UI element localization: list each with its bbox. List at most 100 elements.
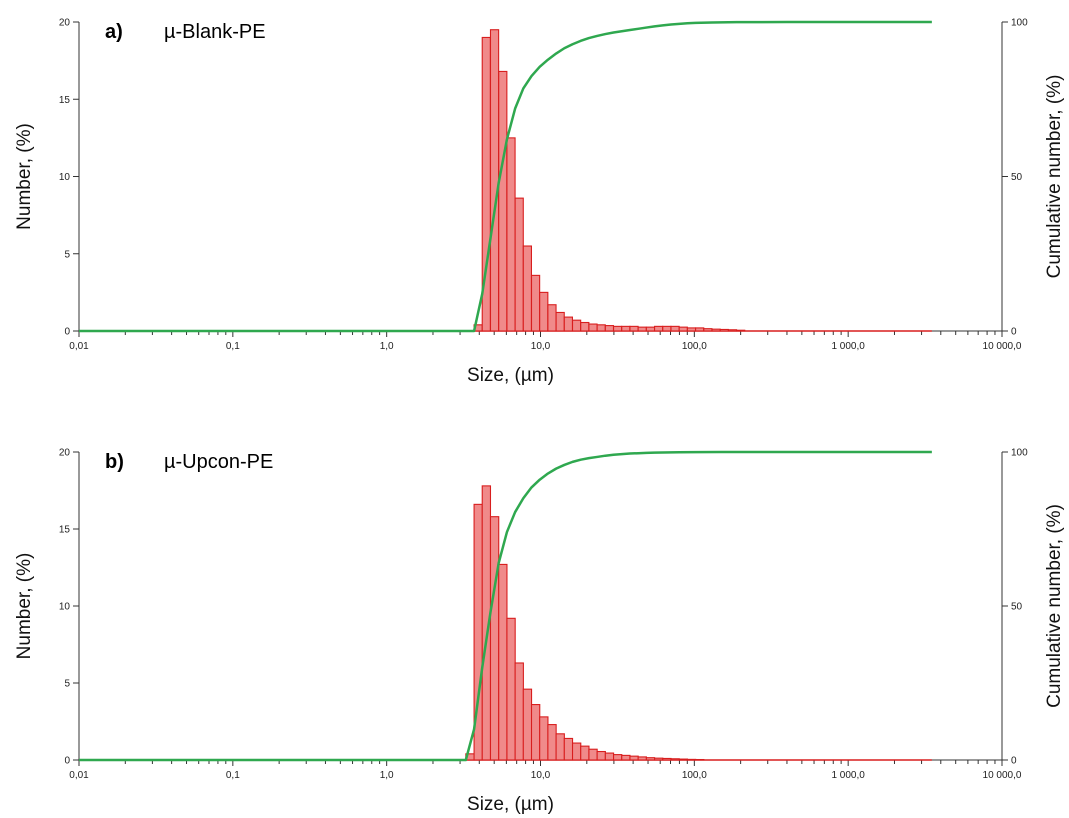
x-tick-label: 0,01 — [69, 341, 89, 352]
histogram-bar — [629, 755, 639, 761]
histogram-bar — [612, 325, 623, 332]
histogram-bar — [539, 716, 549, 761]
histogram-bar — [662, 325, 672, 332]
histogram-bar — [645, 326, 656, 332]
cumulative-line — [79, 450, 932, 762]
histogram-bar — [678, 758, 688, 761]
x-tick-label: 10,0 — [531, 341, 551, 352]
y-left-tick-label: 10 — [59, 172, 71, 183]
histogram-bar — [686, 327, 697, 332]
histogram-bar — [555, 311, 565, 332]
histogram-bar — [522, 245, 532, 332]
histogram-bar — [621, 754, 631, 761]
histogram-bar — [563, 737, 574, 761]
y-right-tick-label: 50 — [1011, 602, 1023, 613]
x-tick-label: 1 000,0 — [831, 770, 865, 781]
histogram-bar — [530, 704, 541, 761]
histogram-bar — [654, 325, 664, 332]
y-right-axis-title: Cumulative number, (%) — [1044, 75, 1065, 279]
histogram-bar — [506, 137, 516, 332]
histogram-bar — [580, 321, 590, 332]
histogram-bar — [588, 748, 598, 761]
y-left-tick-label: 5 — [64, 679, 70, 690]
x-axis-title: Size, (µm) — [467, 794, 554, 815]
y-left-tick-label: 20 — [59, 18, 71, 29]
histogram-bar — [571, 319, 582, 332]
histogram-bar — [678, 326, 688, 332]
histogram-bar — [695, 327, 705, 332]
y-left-axis-title: Number, (%) — [14, 123, 35, 230]
panel-title: µ-Upcon-PE — [164, 451, 273, 473]
x-tick-label: 10 000,0 — [983, 341, 1022, 352]
x-tick-label: 0,1 — [226, 770, 240, 781]
histogram-bar — [489, 516, 500, 761]
x-tick-label: 1,0 — [380, 770, 394, 781]
histogram-bar — [719, 328, 729, 332]
y-left-tick-label: 10 — [59, 602, 71, 613]
x-tick-label: 0,1 — [226, 341, 240, 352]
histogram-bar — [604, 325, 615, 332]
histogram-bar — [530, 274, 541, 332]
y-left-tick-label: 0 — [64, 756, 70, 767]
y-left-tick-label: 15 — [59, 525, 71, 536]
histogram-bar — [604, 752, 615, 761]
histogram-bar — [670, 325, 680, 332]
y-right-tick-label: 100 — [1011, 18, 1028, 29]
x-tick-label: 10 000,0 — [983, 770, 1022, 781]
histogram-bar — [563, 316, 574, 332]
y-right-tick-label: 0 — [1011, 327, 1017, 338]
y-right-tick-label: 0 — [1011, 756, 1017, 767]
histogram-bar — [727, 329, 738, 332]
histogram-bar — [580, 745, 590, 761]
histogram-bar — [711, 328, 721, 332]
y-right-axis-title: Cumulative number, (%) — [1044, 504, 1065, 708]
x-axis-title: Size, (µm) — [467, 365, 554, 386]
panel-letter: b) — [105, 451, 124, 473]
y-right-tick-label: 50 — [1011, 172, 1023, 183]
x-tick-label: 100,0 — [682, 770, 707, 781]
y-left-tick-label: 0 — [64, 327, 70, 338]
histogram-bar — [686, 758, 697, 761]
histogram-bar — [498, 70, 508, 332]
histogram-bar — [588, 323, 598, 332]
x-tick-label: 100,0 — [682, 341, 707, 352]
panel-title: µ-Blank-PE — [164, 21, 266, 43]
histogram-bar — [662, 757, 672, 761]
histogram-bar — [506, 617, 516, 761]
y-left-tick-label: 20 — [59, 448, 71, 459]
x-tick-label: 1,0 — [380, 341, 394, 352]
histogram-bar — [514, 197, 524, 332]
histogram-bar — [547, 304, 557, 332]
histogram-bar — [489, 29, 500, 332]
x-tick-label: 10,0 — [531, 770, 551, 781]
histogram-bar — [654, 757, 664, 761]
histogram-bars — [79, 29, 932, 332]
histogram-bar — [596, 324, 606, 332]
chart-panel-a: 0,01 0,1 1,0 10,0 100,0 1 000,0 10 000,0 0 5 10 15… — [14, 18, 1065, 387]
x-tick-label: 0,01 — [69, 770, 89, 781]
histogram-bars — [79, 485, 932, 761]
histogram-bar — [571, 742, 582, 761]
histogram-bar — [637, 756, 647, 761]
histogram-bar — [670, 758, 680, 761]
histogram-bar — [703, 328, 713, 332]
y-left-tick-label: 15 — [59, 95, 71, 106]
histogram-bar — [612, 754, 623, 761]
histogram-bar — [522, 688, 533, 761]
histogram-bar — [514, 662, 524, 761]
y-right-tick-label: 100 — [1011, 448, 1028, 459]
histogram-bar — [498, 563, 508, 761]
histogram-bar — [596, 750, 606, 761]
y-left-axis-title: Number, (%) — [14, 553, 35, 660]
histogram-bar — [629, 325, 639, 332]
histogram-bar — [539, 291, 549, 332]
histogram-bar — [736, 329, 746, 332]
histogram-bar — [547, 724, 557, 761]
histogram-bar — [637, 326, 647, 332]
histogram-bar — [645, 757, 656, 761]
histogram-bar — [621, 325, 631, 332]
panel-letter: a) — [105, 21, 123, 43]
cumulative-line — [79, 20, 932, 333]
y-left-tick-label: 5 — [64, 249, 70, 260]
